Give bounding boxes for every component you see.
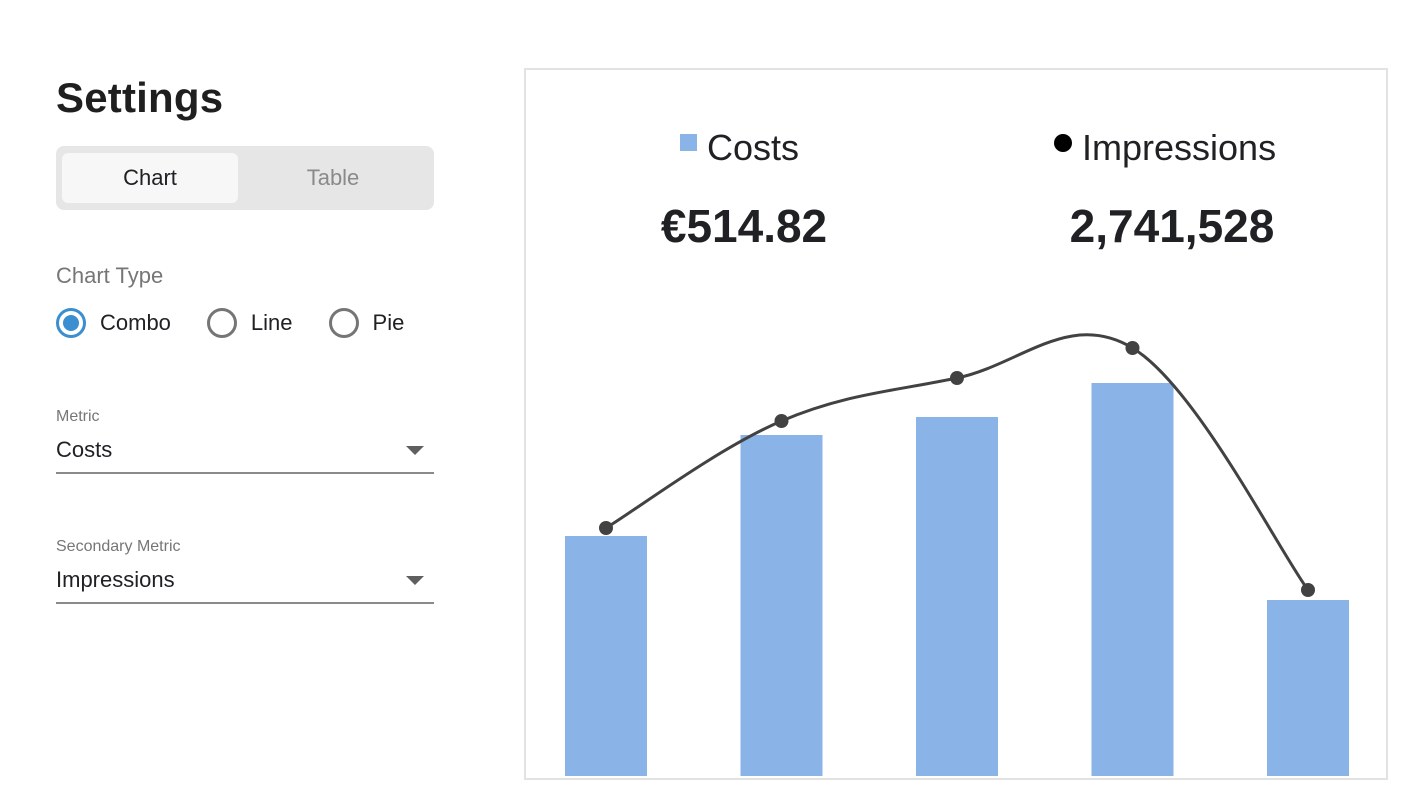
radio-pie[interactable]: Pie: [328, 308, 405, 338]
radio-checked-icon[interactable]: [56, 308, 86, 338]
impressions-point: [774, 414, 789, 428]
radio-unchecked-icon[interactable]: [328, 308, 359, 338]
dropdown-arrow-icon[interactable]: [406, 446, 424, 455]
view-toggle: Chart Table: [56, 146, 434, 210]
chart-type-radio-group: Combo Line Pie: [56, 308, 404, 338]
costs-bar: [1091, 383, 1174, 776]
legend-costs-label: Costs: [707, 127, 800, 168]
costs-bar: [1267, 600, 1349, 776]
impressions-point: [1301, 583, 1315, 597]
radio-dot-icon: [63, 315, 79, 331]
impressions-point: [1125, 341, 1140, 355]
radio-combo-label: Combo: [100, 310, 171, 335]
radio-unchecked-icon[interactable]: [206, 308, 237, 338]
dropdown-arrow-icon[interactable]: [406, 576, 424, 585]
chart-card: Costs Impressions €514.82 2,741,528: [524, 68, 1388, 780]
secondary-metric-select-value: Impressions: [56, 567, 175, 592]
radio-line[interactable]: Line: [206, 308, 293, 338]
legend-impressions-label: Impressions: [1082, 127, 1277, 168]
costs-total: €514.82: [660, 200, 828, 252]
legend-costs: Costs: [680, 128, 799, 168]
combo-chart: [565, 333, 1349, 776]
legend-impressions: Impressions: [1054, 128, 1276, 168]
radio-pie-label: Pie: [372, 310, 405, 335]
table-tab[interactable]: Table: [306, 165, 360, 190]
metric-select-label: Metric: [56, 408, 100, 425]
impressions-point: [599, 521, 613, 535]
radio-line-label: Line: [250, 310, 293, 335]
chart-type-label: Chart Type: [56, 263, 164, 288]
costs-bar: [916, 417, 998, 776]
secondary-metric-select[interactable]: Secondary Metric Impressions: [56, 538, 434, 604]
impressions-line: [605, 333, 1310, 591]
costs-bar: [740, 435, 823, 776]
metric-select-value: Costs: [56, 437, 113, 462]
costs-bar: [565, 536, 647, 776]
secondary-metric-select-label: Secondary Metric: [56, 538, 181, 555]
bar-legend-icon: [680, 134, 697, 151]
metric-select[interactable]: Metric Costs: [56, 408, 434, 474]
dot-legend-icon: [1054, 134, 1072, 152]
impressions-total: 2,741,528: [1069, 200, 1275, 252]
impressions-point: [950, 371, 964, 385]
page-title: Settings: [56, 74, 224, 121]
chart-tab[interactable]: Chart: [62, 153, 238, 203]
radio-combo[interactable]: Combo: [56, 308, 171, 338]
